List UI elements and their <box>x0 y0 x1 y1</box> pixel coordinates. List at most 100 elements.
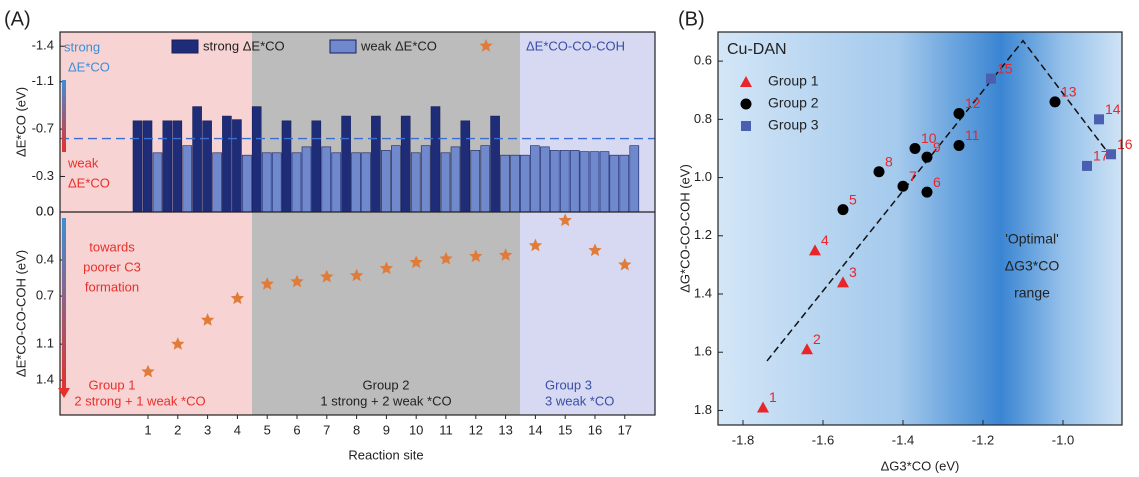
panel-b-frame <box>717 31 1123 426</box>
group3-region <box>520 32 655 415</box>
bar <box>589 151 600 213</box>
bar <box>232 119 242 213</box>
group-note: 1 strong + 2 weak *CO <box>320 393 451 408</box>
y-tick-label: 1.4 <box>694 285 712 300</box>
x-tick-label: 11 <box>439 422 453 437</box>
point-label: 9 <box>933 139 941 155</box>
marker <box>141 364 155 378</box>
point-label: 10 <box>921 130 937 146</box>
legend-label: Group 2 <box>768 95 819 111</box>
bar <box>420 145 431 213</box>
marker <box>809 244 821 256</box>
marker <box>837 204 849 216</box>
marker <box>469 249 483 263</box>
bar <box>569 150 580 213</box>
point-label: 7 <box>909 168 917 184</box>
marker <box>873 166 885 178</box>
point-label: 14 <box>1105 101 1121 117</box>
legend-label: weak ΔE*CO <box>360 38 437 53</box>
point-label: 13 <box>1061 84 1077 100</box>
point-label: 1 <box>769 389 777 405</box>
marker <box>498 248 513 261</box>
y-tick-label: 1.8 <box>694 402 712 417</box>
x-tick-label: -1.6 <box>812 432 834 447</box>
point-label: 2 <box>813 331 821 347</box>
x-tick-label: 2 <box>174 422 181 437</box>
bar <box>500 154 510 213</box>
x-tick-label: 14 <box>528 422 542 437</box>
x-tick-label: 12 <box>469 422 483 437</box>
marker <box>1094 114 1104 125</box>
bar <box>470 150 481 213</box>
point-label: 16 <box>1117 136 1133 152</box>
x-tick-label: 10 <box>409 422 423 437</box>
x-tick-label: 13 <box>498 422 512 437</box>
bar <box>430 106 441 213</box>
bar <box>579 151 590 213</box>
y-tick-label: -0.3 <box>32 168 54 183</box>
group1-region <box>60 32 252 415</box>
annotation: ΔG3*CO <box>1005 258 1060 274</box>
marker <box>1049 96 1061 108</box>
bar <box>450 146 461 213</box>
group-note: 2 strong + 1 weak *CO <box>74 393 205 408</box>
bar <box>460 120 471 213</box>
x-tick-label: 3 <box>204 422 211 437</box>
x-tick-label: 15 <box>558 422 572 437</box>
y-tick-label: 1.6 <box>694 344 712 359</box>
marker <box>349 268 364 282</box>
marker <box>1082 160 1092 171</box>
bar <box>261 152 272 213</box>
x-tick-label: 8 <box>353 422 360 437</box>
note: poorer C3 <box>83 259 141 274</box>
bar <box>172 120 183 213</box>
marker <box>986 73 996 84</box>
group-label: Group 3 <box>545 377 592 392</box>
x-tick-label: 6 <box>293 422 300 437</box>
bar <box>530 145 540 213</box>
bar <box>549 150 560 213</box>
marker <box>320 269 334 283</box>
chart-title: Cu-DAN <box>727 41 787 58</box>
bar <box>311 120 322 213</box>
point-label: 15 <box>997 60 1013 76</box>
x-tick-label: -1.8 <box>732 432 754 447</box>
bar <box>381 150 391 213</box>
marker <box>953 108 965 120</box>
marker <box>897 180 909 192</box>
bar <box>629 145 640 213</box>
marker <box>230 291 245 305</box>
y-tick-label: 0.4 <box>36 251 54 266</box>
marker <box>290 274 304 288</box>
marker <box>379 261 394 275</box>
bar <box>619 154 630 213</box>
x-tick-label: 9 <box>383 422 390 437</box>
bar <box>222 115 232 213</box>
legend-label: strong ΔE*CO <box>203 38 285 53</box>
marker <box>741 121 751 131</box>
panel-a-frame <box>59 31 656 416</box>
bar <box>281 120 292 213</box>
bar <box>182 145 193 213</box>
bar <box>192 106 202 213</box>
y-tick-label: 0.7 <box>36 288 54 303</box>
marker <box>801 343 813 355</box>
note: towards <box>89 239 135 254</box>
bar <box>271 152 282 213</box>
point-label: 3 <box>849 264 857 280</box>
group-note: 3 weak *CO <box>545 393 614 408</box>
point-label: 11 <box>965 127 980 143</box>
note: strong <box>64 39 100 54</box>
note: weak <box>67 155 99 170</box>
bar <box>331 152 342 213</box>
marker <box>740 76 752 87</box>
legend-label: ΔE*CO-CO-COH <box>526 38 625 53</box>
bar <box>251 106 262 213</box>
bar <box>540 146 550 213</box>
bar <box>440 152 451 213</box>
x-tick-label: 17 <box>618 422 632 437</box>
note: ΔE*CO <box>68 175 110 190</box>
x-tick-label: -1.4 <box>892 432 914 447</box>
marker <box>1106 149 1116 160</box>
